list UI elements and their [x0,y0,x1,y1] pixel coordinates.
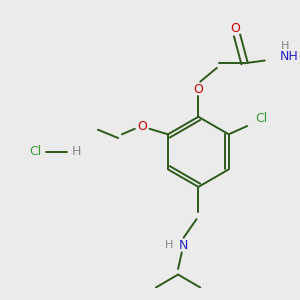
Text: N: N [179,238,188,251]
Text: O: O [230,22,240,35]
Text: NH: NH [280,50,298,63]
Text: H: H [72,145,81,158]
Text: O: O [194,82,203,96]
Text: Cl: Cl [255,112,267,125]
Text: H: H [165,240,173,250]
Text: 2: 2 [298,56,300,66]
Text: O: O [137,120,147,134]
Text: Cl: Cl [29,145,41,158]
Text: H: H [281,41,289,51]
